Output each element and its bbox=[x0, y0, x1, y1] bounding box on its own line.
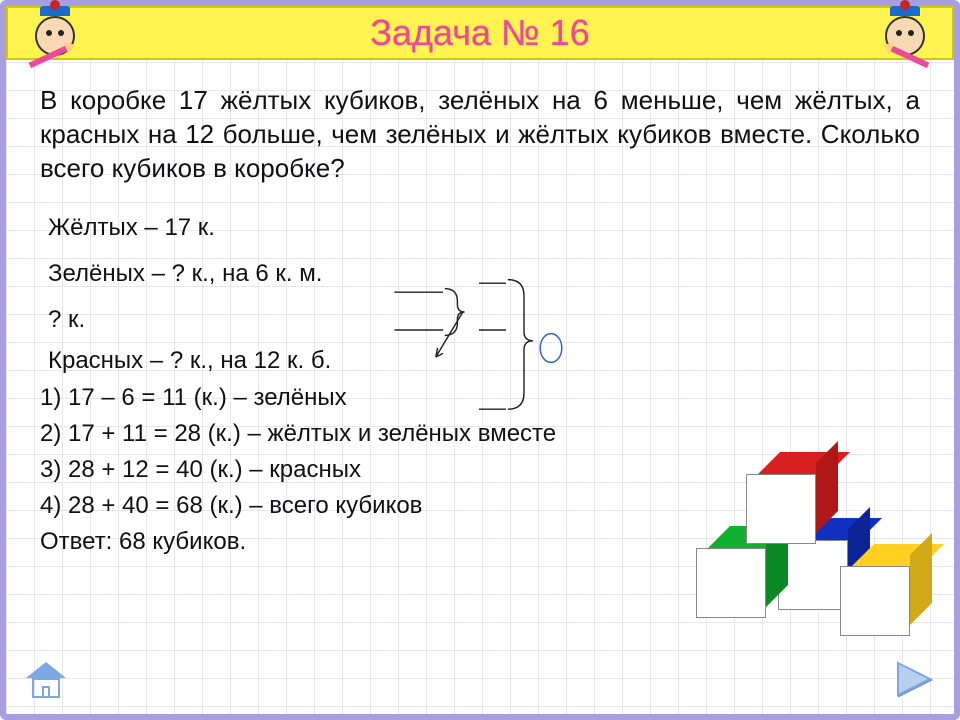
title-bar: Задача № 16 bbox=[6, 6, 954, 60]
schema-row-green: Зелёных – ? к., на 6 к. м. bbox=[48, 251, 920, 297]
cube-icon bbox=[746, 474, 816, 544]
slide-frame: Задача № 16 В коробке 17 жёлтых кубиков,… bbox=[0, 0, 960, 720]
cubes-illustration bbox=[684, 470, 914, 650]
solution-step-2: 2) 17 + 11 = 28 (к.) – жёлтых и зелёных … bbox=[40, 416, 920, 452]
cube-icon bbox=[696, 548, 766, 618]
page-title: Задача № 16 bbox=[370, 12, 589, 54]
schema-row-red: Красных – ? к., на 12 к. б. bbox=[48, 338, 920, 384]
schema-row-subtotal: ? к. bbox=[48, 297, 920, 343]
solution-step-1: 1) 17 – 6 = 11 (к.) – зелёных bbox=[40, 380, 920, 416]
next-button[interactable] bbox=[890, 658, 938, 700]
problem-statement: В коробке 17 жёлтых кубиков, зелёных на … bbox=[40, 84, 920, 185]
schema-row-yellow: Жёлтых – 17 к. bbox=[48, 205, 920, 251]
house-icon bbox=[26, 662, 66, 678]
chevron-right-icon bbox=[892, 659, 936, 699]
short-record: Жёлтых – 17 к. Зелёных – ? к., на 6 к. м… bbox=[40, 205, 920, 387]
cube-icon bbox=[840, 566, 910, 636]
home-button[interactable] bbox=[22, 658, 70, 700]
cube-icon bbox=[778, 540, 848, 610]
